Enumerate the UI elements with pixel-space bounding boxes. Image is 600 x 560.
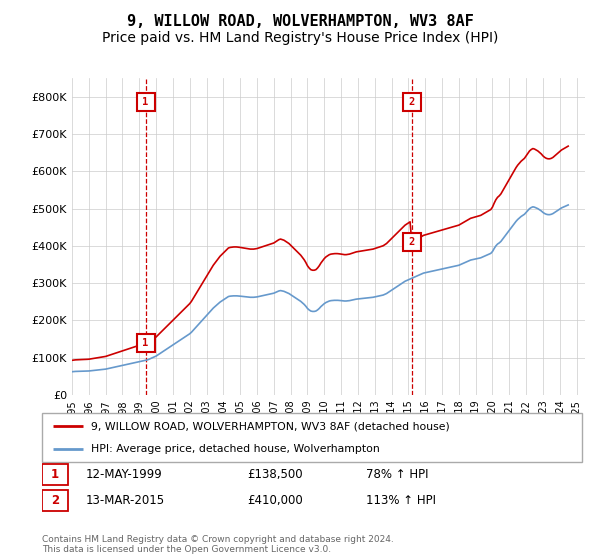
Text: 2: 2 (409, 237, 415, 247)
FancyBboxPatch shape (42, 464, 68, 484)
FancyBboxPatch shape (42, 489, 68, 511)
Text: 1: 1 (142, 338, 149, 348)
Text: 113% ↑ HPI: 113% ↑ HPI (366, 494, 436, 507)
Text: Price paid vs. HM Land Registry's House Price Index (HPI): Price paid vs. HM Land Registry's House … (102, 31, 498, 45)
Text: £410,000: £410,000 (247, 494, 303, 507)
Text: 1: 1 (51, 468, 59, 480)
Text: 13-MAR-2015: 13-MAR-2015 (85, 494, 164, 507)
Text: HPI: Average price, detached house, Wolverhampton: HPI: Average price, detached house, Wolv… (91, 444, 379, 454)
Text: Contains HM Land Registry data © Crown copyright and database right 2024.
This d: Contains HM Land Registry data © Crown c… (42, 535, 394, 554)
FancyBboxPatch shape (42, 413, 582, 462)
Text: 1: 1 (142, 97, 149, 107)
Text: 9, WILLOW ROAD, WOLVERHAMPTON, WV3 8AF (detached house): 9, WILLOW ROAD, WOLVERHAMPTON, WV3 8AF (… (91, 421, 449, 431)
Text: 9, WILLOW ROAD, WOLVERHAMPTON, WV3 8AF: 9, WILLOW ROAD, WOLVERHAMPTON, WV3 8AF (127, 14, 473, 29)
Text: 2: 2 (51, 494, 59, 507)
Text: 2: 2 (409, 97, 415, 107)
Text: £138,500: £138,500 (247, 468, 303, 480)
Text: 12-MAY-1999: 12-MAY-1999 (85, 468, 162, 480)
Text: 78% ↑ HPI: 78% ↑ HPI (366, 468, 428, 480)
